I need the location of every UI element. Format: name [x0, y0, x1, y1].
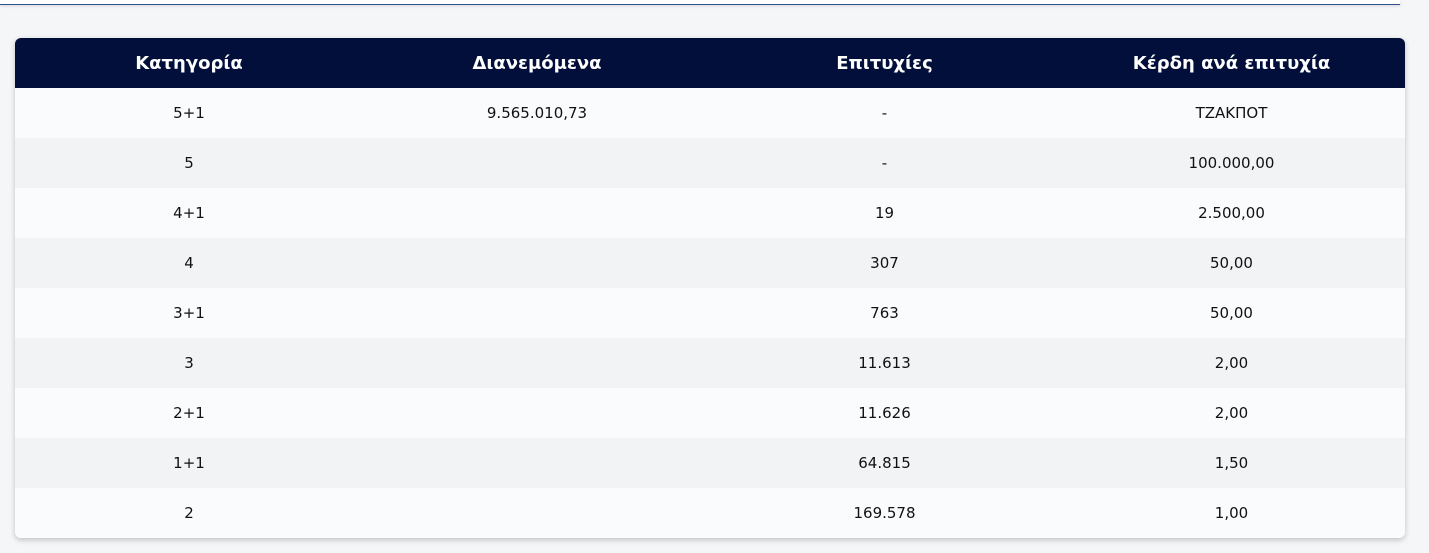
header-category: Κατηγορία: [135, 52, 243, 74]
header-distributed: Διανεμόμενα: [472, 52, 602, 74]
cell-winners: -: [881, 154, 888, 172]
cell-category: 5+1: [173, 104, 205, 122]
cell-prize: 1,00: [1214, 504, 1249, 522]
cell-prize: 1,50: [1214, 454, 1249, 472]
cell-prize: 50,00: [1210, 304, 1253, 322]
table-row: 1+1 64.815 1,50: [15, 438, 1405, 488]
table-row: 3 11.613 2,00: [15, 338, 1405, 388]
cell-category: 3: [184, 354, 194, 372]
cell-prize: 2,00: [1214, 354, 1249, 372]
cell-prize: 100.000,00: [1188, 154, 1275, 172]
cell-prize: 2.500,00: [1198, 204, 1265, 222]
cell-prize: 2,00: [1214, 404, 1249, 422]
cell-winners: 169.578: [853, 504, 916, 522]
cell-winners: 11.626: [858, 404, 911, 422]
cell-category: 2+1: [173, 404, 205, 422]
header-winners: Επιτυχίες: [836, 52, 933, 74]
cell-prize: ΤΖΑΚΠΟΤ: [1195, 104, 1268, 122]
table-header: Κατηγορία Διανεμόμενα Επιτυχίες Κέρδη αν…: [15, 38, 1405, 88]
cell-prize: 50,00: [1210, 254, 1253, 272]
table-row: 5 - 100.000,00: [15, 138, 1405, 188]
cell-category: 1+1: [173, 454, 205, 472]
table-row: 3+1 763 50,00: [15, 288, 1405, 338]
cell-winners: -: [881, 104, 888, 122]
cell-category: 3+1: [173, 304, 205, 322]
cell-winners: 11.613: [858, 354, 911, 372]
table-row: 4+1 19 2.500,00: [15, 188, 1405, 238]
cell-category: 5: [184, 154, 194, 172]
cell-category: 4: [184, 254, 194, 272]
table-row: 2 169.578 1,00: [15, 488, 1405, 538]
cell-distributed: 9.565.010,73: [486, 104, 588, 122]
cell-category: 4+1: [173, 204, 205, 222]
header-prize-per-winner: Κέρδη ανά επιτυχία: [1132, 52, 1331, 74]
top-bar-strip: [0, 0, 1400, 5]
cell-winners: 307: [870, 254, 899, 272]
prize-table: Κατηγορία Διανεμόμενα Επιτυχίες Κέρδη αν…: [15, 38, 1405, 538]
cell-winners: 19: [874, 204, 895, 222]
cell-winners: 64.815: [858, 454, 911, 472]
cell-category: 2: [184, 504, 194, 522]
table-row: 5+1 9.565.010,73 - ΤΖΑΚΠΟΤ: [15, 88, 1405, 138]
table-row: 4 307 50,00: [15, 238, 1405, 288]
cell-winners: 763: [870, 304, 899, 322]
table-row: 2+1 11.626 2,00: [15, 388, 1405, 438]
